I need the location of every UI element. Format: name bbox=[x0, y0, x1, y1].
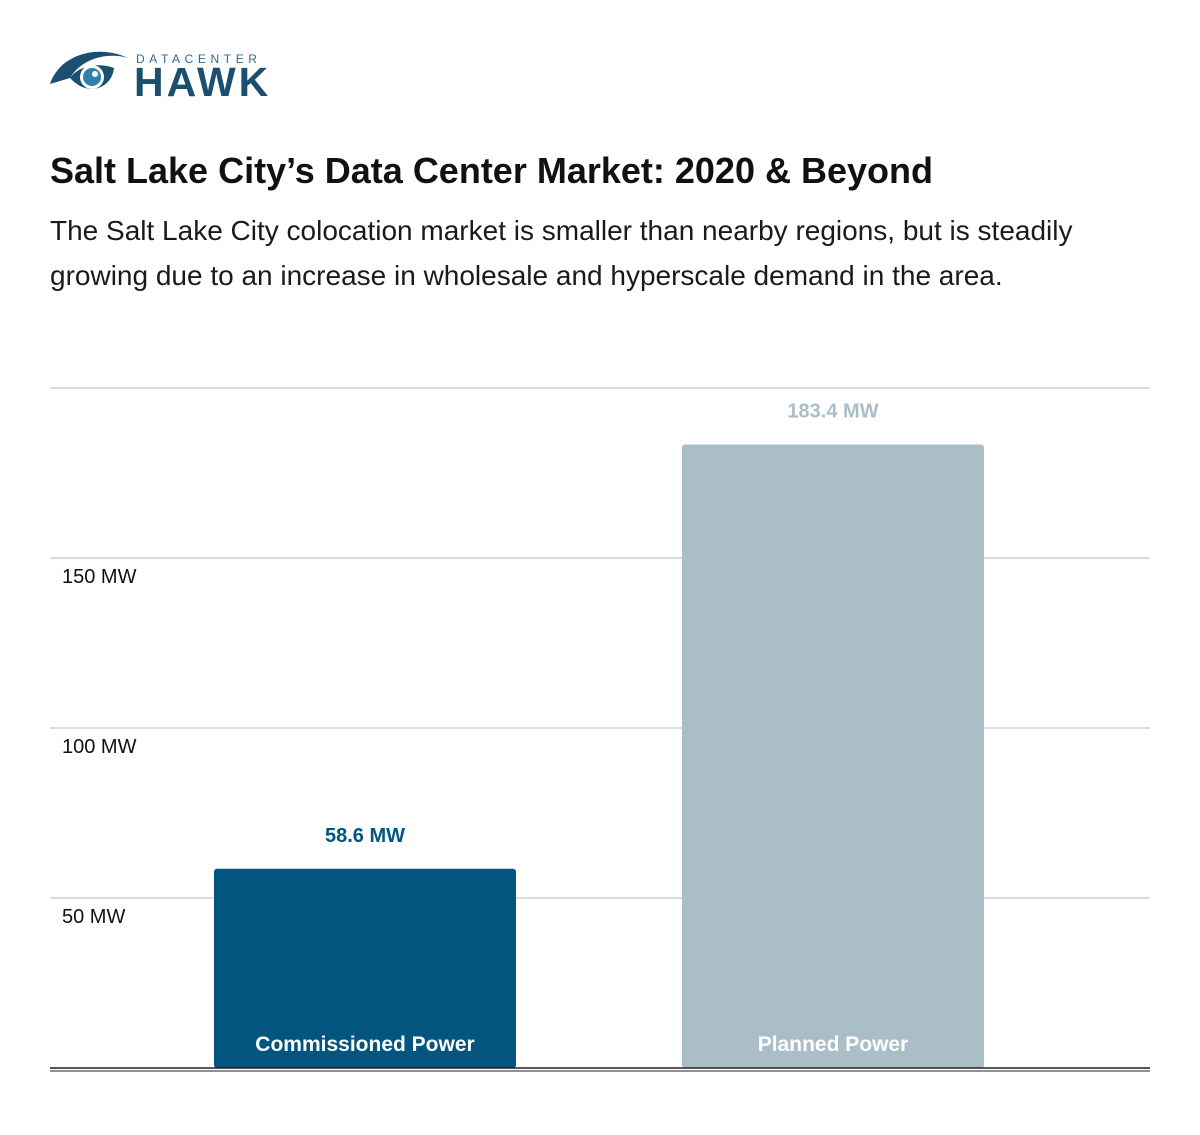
logo-small-text: DATACENTER bbox=[136, 52, 262, 66]
category-label: Planned Power bbox=[758, 1033, 909, 1056]
bar-value-label: 183.4 MW bbox=[787, 400, 878, 422]
y-tick-label: 100 MW bbox=[62, 736, 137, 758]
grid-lines bbox=[50, 387, 1150, 899]
x-axis bbox=[50, 1067, 1150, 1072]
bars bbox=[214, 444, 984, 1068]
y-axis-ticks: 50 MW 100 MW 150 MW bbox=[62, 566, 137, 928]
bar-labels: 58.6 MW Commissioned Power 183.4 MW Planned… bbox=[255, 400, 908, 1056]
datacenter-hawk-logo: DATACENTER HAWK bbox=[48, 42, 278, 108]
eye-icon bbox=[50, 51, 128, 89]
bar-value-label: 58.6 MW bbox=[325, 825, 405, 847]
category-label: Commissioned Power bbox=[255, 1033, 474, 1056]
y-tick-label: 50 MW bbox=[62, 906, 125, 928]
logo-main-text: HAWK bbox=[134, 59, 272, 105]
chart-title: Salt Lake City’s Data Center Market: 202… bbox=[50, 150, 933, 191]
y-tick-label: 150 MW bbox=[62, 566, 137, 588]
bar bbox=[682, 444, 984, 1068]
bar bbox=[214, 868, 516, 1068]
chart-subtitle: The Salt Lake City colocation market is … bbox=[50, 215, 1073, 291]
